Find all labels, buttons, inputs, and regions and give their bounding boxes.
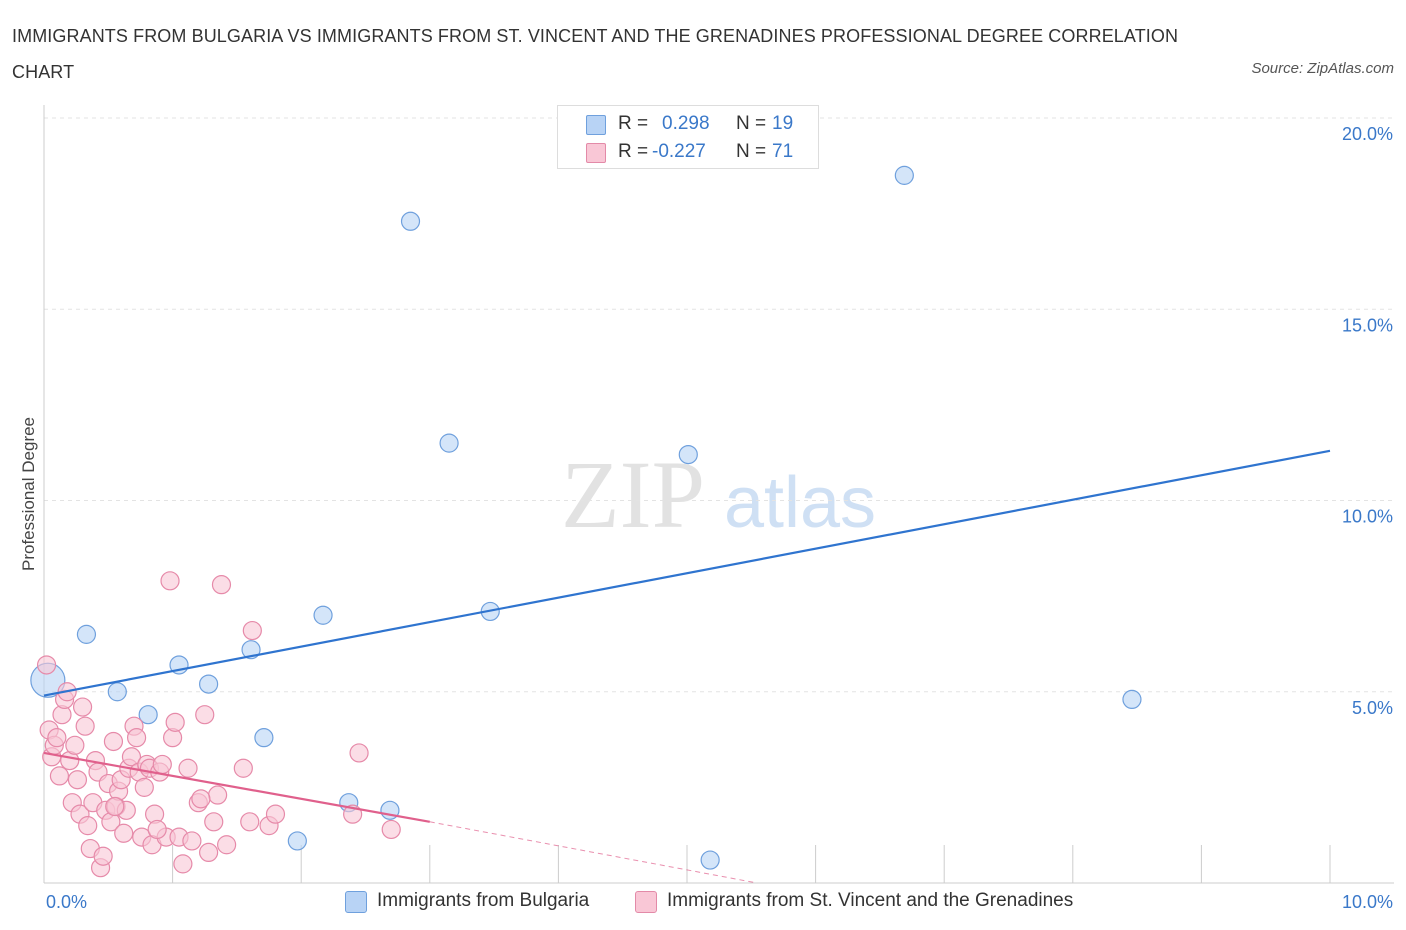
x-tick-label: 0.0% bbox=[46, 892, 87, 912]
gridlines bbox=[44, 117, 1394, 693]
point-bulgaria bbox=[894, 165, 914, 185]
point-stvincent bbox=[242, 620, 262, 641]
legend-r-label: R = bbox=[618, 113, 649, 134]
legend-n-value: 71 bbox=[772, 141, 794, 162]
point-stvincent bbox=[178, 758, 198, 778]
y-axis-label: Professional Degree bbox=[19, 417, 38, 571]
point-bulgaria bbox=[138, 705, 158, 725]
watermark-atlas: atlas bbox=[724, 463, 876, 543]
legend-swatch-blue bbox=[586, 115, 606, 135]
trend-lines bbox=[43, 449, 1331, 884]
point-bulgaria bbox=[313, 605, 333, 625]
bottom-legend-label: Immigrants from Bulgaria bbox=[377, 890, 590, 911]
point-stvincent bbox=[49, 766, 70, 786]
point-stvincent bbox=[240, 812, 260, 832]
point-stvincent bbox=[191, 789, 211, 809]
x-tick-label: 10.0% bbox=[1342, 892, 1393, 912]
bottom-legend-swatch-blue bbox=[345, 891, 367, 913]
point-stvincent bbox=[160, 571, 180, 591]
legend-n-label: N = bbox=[736, 113, 767, 134]
chart-title: IMMIGRANTS FROM BULGARIA VS IMMIGRANTS F… bbox=[12, 26, 1179, 82]
point-stvincent bbox=[217, 835, 237, 855]
point-bulgaria bbox=[241, 640, 261, 660]
point-stvincent bbox=[152, 754, 172, 775]
point-stvincent bbox=[72, 697, 93, 717]
point-bulgaria bbox=[678, 445, 698, 465]
legend-n-label: N = bbox=[736, 141, 767, 162]
point-stvincent bbox=[165, 712, 185, 732]
point-bulgaria bbox=[76, 624, 97, 644]
trend-line-stvincent bbox=[43, 751, 430, 823]
point-bulgaria bbox=[400, 211, 421, 231]
point-stvincent bbox=[265, 804, 286, 824]
trend-line-bulgaria bbox=[43, 449, 1331, 697]
y-tick-label: 5.0% bbox=[1352, 698, 1393, 718]
point-stvincent bbox=[211, 575, 232, 595]
point-stvincent bbox=[75, 716, 95, 736]
point-bulgaria bbox=[439, 433, 459, 453]
point-stvincent bbox=[147, 819, 167, 840]
point-stvincent bbox=[204, 812, 224, 832]
source-label: Source: ZipAtlas.com bbox=[1251, 60, 1394, 77]
data-points bbox=[30, 165, 1142, 878]
point-stvincent bbox=[126, 728, 147, 748]
legend-r-value: -0.227 bbox=[652, 141, 706, 162]
point-stvincent bbox=[67, 770, 88, 790]
point-stvincent bbox=[36, 655, 57, 675]
point-bulgaria bbox=[700, 850, 720, 870]
bottom-legend-label: Immigrants from St. Vincent and the Gren… bbox=[667, 890, 1074, 911]
point-bulgaria bbox=[287, 831, 307, 851]
point-stvincent bbox=[78, 816, 98, 836]
y-tick-label: 10.0% bbox=[1342, 507, 1393, 527]
legend-n-value: 19 bbox=[772, 113, 794, 134]
legend-r-value: 0.298 bbox=[662, 113, 710, 134]
point-stvincent bbox=[65, 735, 85, 755]
tick-labels: 5.0% 10.0% 15.0% 20.0% 0.0% 10.0% bbox=[46, 124, 1393, 912]
point-stvincent bbox=[114, 823, 134, 843]
point-stvincent bbox=[93, 846, 113, 866]
point-stvincent bbox=[381, 819, 401, 840]
point-bulgaria bbox=[254, 728, 274, 748]
point-stvincent bbox=[199, 842, 219, 863]
legend-swatch-pink bbox=[586, 143, 606, 163]
point-stvincent bbox=[233, 758, 253, 778]
point-stvincent bbox=[105, 796, 125, 817]
point-stvincent bbox=[208, 785, 228, 805]
bottom-legend-swatch-pink bbox=[635, 891, 657, 913]
legend-r-label: R = bbox=[618, 141, 649, 162]
point-stvincent bbox=[121, 747, 142, 767]
point-stvincent bbox=[103, 731, 124, 752]
point-bulgaria bbox=[1122, 689, 1142, 710]
point-stvincent bbox=[195, 705, 215, 725]
point-stvincent bbox=[134, 777, 154, 797]
point-bulgaria bbox=[199, 674, 219, 694]
point-stvincent bbox=[173, 854, 193, 874]
y-tick-label: 15.0% bbox=[1342, 315, 1393, 335]
trend-line-stvincent-dashed bbox=[429, 821, 758, 884]
point-bulgaria bbox=[107, 682, 127, 702]
correlation-legend: R = 0.298 N = 19 R = -0.227 N = 71 bbox=[557, 105, 819, 169]
y-tick-label: 20.0% bbox=[1342, 124, 1393, 144]
point-stvincent bbox=[349, 743, 369, 763]
point-stvincent bbox=[182, 831, 202, 851]
point-stvincent bbox=[47, 728, 67, 748]
